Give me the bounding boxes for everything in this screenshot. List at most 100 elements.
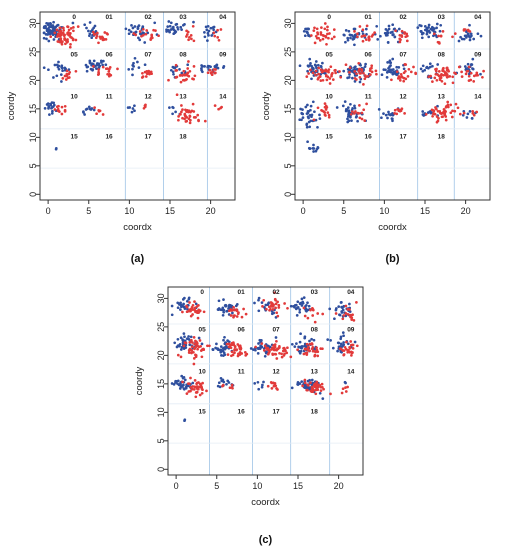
- scatter-point: [290, 386, 294, 390]
- scatter-point: [466, 32, 470, 36]
- scatter-point: [319, 347, 323, 350]
- scatter-point: [172, 28, 175, 31]
- scatter-point: [435, 22, 439, 26]
- scatter-point: [317, 72, 320, 76]
- points-layer: [298, 22, 485, 153]
- scatter-point: [387, 67, 390, 70]
- scatter-point: [51, 28, 55, 32]
- scatter-point: [185, 310, 189, 314]
- scatter-point: [318, 75, 322, 78]
- scatter-point: [221, 378, 225, 382]
- scatter-point: [466, 62, 470, 66]
- scatter-point: [206, 31, 210, 35]
- scatter-point: [181, 116, 184, 120]
- scatter-point: [62, 26, 65, 30]
- scatter-point: [317, 36, 320, 40]
- scatter-point: [209, 65, 212, 69]
- scatter-point: [174, 23, 178, 26]
- scatter-point: [232, 315, 235, 319]
- scatter-point: [311, 308, 315, 312]
- scatter-point: [189, 386, 193, 389]
- scatter-point: [178, 68, 181, 71]
- region-label: 14: [219, 94, 227, 101]
- scatter-point: [217, 381, 221, 385]
- x-tick-label: 5: [341, 206, 346, 216]
- scatter-point: [132, 65, 135, 68]
- scatter-point: [356, 35, 359, 39]
- scatter-point: [256, 352, 260, 355]
- scatter-point: [464, 67, 468, 70]
- scatter-point: [187, 297, 191, 301]
- scatter-point: [303, 381, 307, 385]
- y-tick-label: 25: [156, 322, 166, 332]
- scatter-point: [446, 100, 450, 104]
- scatter-point: [281, 349, 285, 353]
- scatter-point: [66, 25, 70, 29]
- scatter-point: [331, 346, 335, 350]
- scatter-point: [208, 68, 212, 72]
- x-tick-label: 20: [334, 481, 344, 491]
- scatter-point: [348, 302, 351, 306]
- scatter-point: [444, 110, 447, 113]
- scatter-point: [293, 345, 297, 348]
- scatter-point: [294, 307, 298, 311]
- region-label: 05: [326, 51, 334, 58]
- scatter-point: [445, 104, 448, 108]
- scatter-point: [191, 308, 195, 311]
- scatter-point: [213, 34, 217, 38]
- scatter-point: [307, 72, 310, 75]
- scatter-point: [343, 100, 347, 103]
- scatter-point: [84, 63, 88, 67]
- scatter-point: [93, 32, 97, 36]
- scatter-point: [457, 65, 461, 69]
- scatter-point: [90, 36, 94, 40]
- region-label: 03: [438, 14, 446, 21]
- scatter-point: [253, 382, 257, 385]
- scatter-point: [42, 31, 46, 35]
- scatter-point: [436, 104, 439, 108]
- scatter-point: [181, 108, 184, 111]
- scatter-point: [444, 118, 448, 122]
- scatter-point: [467, 65, 471, 69]
- scatter-point: [402, 71, 406, 75]
- x-tick-label: 5: [86, 206, 91, 216]
- scatter-point: [92, 59, 96, 63]
- scatter-point: [59, 73, 63, 76]
- scatter-point: [374, 69, 378, 73]
- region-label: 05: [199, 326, 207, 333]
- scatter-point: [295, 314, 299, 317]
- scatter-point: [391, 33, 395, 37]
- scatter-point: [395, 65, 399, 69]
- scatter-point: [479, 34, 483, 38]
- scatter-point: [425, 66, 428, 70]
- scatter-point: [269, 381, 273, 384]
- scatter-point: [350, 33, 354, 37]
- scatter-point: [403, 31, 407, 34]
- region-label: 01: [238, 289, 246, 296]
- scatter-point: [299, 302, 302, 305]
- scatter-point: [57, 67, 61, 71]
- scatter-point: [49, 102, 52, 106]
- scatter-point: [174, 63, 178, 67]
- x-tick-label: 20: [461, 206, 471, 216]
- scatter-point: [97, 108, 101, 112]
- scatter-point: [344, 381, 347, 385]
- scatter-point: [154, 29, 157, 32]
- scatter-point: [435, 120, 439, 124]
- scatter-point: [399, 72, 403, 76]
- scatter-point: [133, 109, 136, 113]
- scatter-point: [222, 338, 225, 342]
- scatter-point: [178, 387, 182, 390]
- scatter-point: [209, 26, 213, 30]
- scatter-point: [316, 106, 320, 110]
- scatter-point: [451, 35, 454, 39]
- scatter-point: [362, 83, 365, 86]
- scatter-point: [397, 66, 401, 69]
- scatter-point: [171, 70, 175, 74]
- scatter-point: [386, 61, 389, 64]
- scatter-point: [203, 31, 206, 34]
- scatter-point: [233, 348, 236, 352]
- scatter-point: [285, 351, 289, 355]
- scatter-point: [223, 342, 227, 346]
- scatter-point: [325, 69, 329, 73]
